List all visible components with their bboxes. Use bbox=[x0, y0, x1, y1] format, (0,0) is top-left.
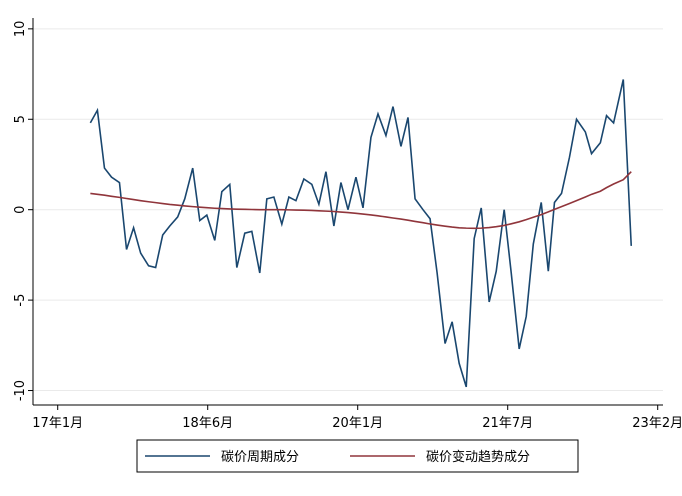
legend-label: 碳价变动趋势成分 bbox=[426, 449, 530, 465]
x-tick-label: 18年6月 bbox=[182, 416, 233, 431]
series-line bbox=[89, 79, 633, 388]
x-tick-label: 23年2月 bbox=[632, 416, 682, 431]
legend-label: 碳价周期成分 bbox=[221, 450, 299, 465]
x-tick-label: 17年1月 bbox=[32, 416, 83, 431]
series-line bbox=[90, 171, 632, 230]
y-tick-label: -10 bbox=[13, 380, 28, 401]
y-tick-label: -5 bbox=[13, 294, 28, 307]
y-tick-label: 0 bbox=[13, 206, 28, 214]
x-tick-label: 20年1月 bbox=[332, 416, 383, 431]
y-tick-label: 10 bbox=[13, 21, 28, 38]
x-tick-label: 21年7月 bbox=[482, 416, 533, 431]
y-tick-label: 5 bbox=[13, 115, 28, 123]
